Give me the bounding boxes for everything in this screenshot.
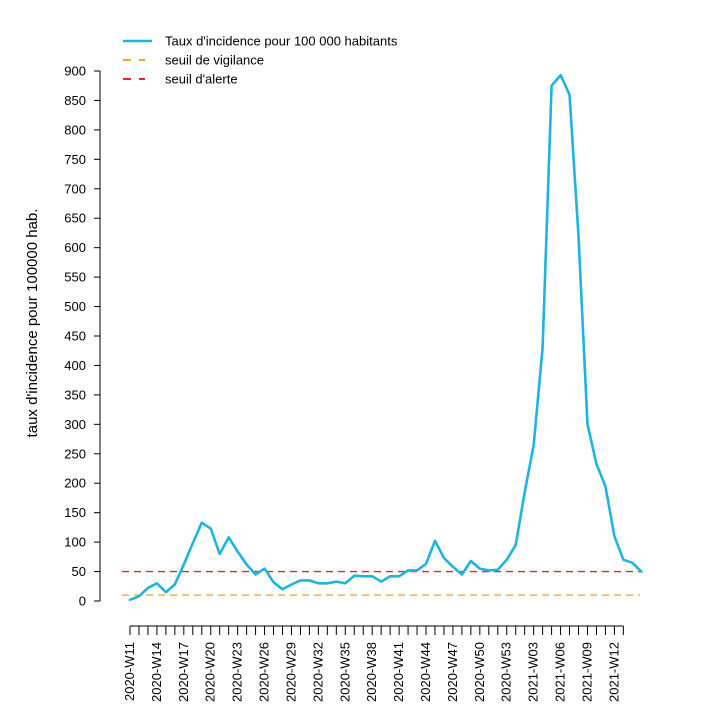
y-tick-label: 700 bbox=[64, 181, 86, 196]
x-tick-label: 2021-W06 bbox=[553, 642, 568, 702]
x-tick-label: 2020-W11 bbox=[122, 642, 137, 701]
y-tick-label: 300 bbox=[64, 417, 86, 432]
y-tick-label: 350 bbox=[64, 387, 86, 402]
x-tick-label: 2020-W32 bbox=[310, 642, 325, 702]
legend-entry-label: seuil d'alerte bbox=[165, 72, 238, 87]
y-axis: 0 50 100 150 200 250 300 350 400 450 500 550 600 650 7… bbox=[64, 64, 101, 609]
x-tick-label: 2020-W50 bbox=[472, 642, 487, 702]
y-axis-title: taux d'incidence pour 100000 hab. bbox=[24, 209, 41, 438]
y-tick-label: 600 bbox=[64, 240, 86, 255]
x-tick-label: 2020-W17 bbox=[176, 642, 191, 702]
x-tick-label: 2020-W53 bbox=[499, 642, 514, 702]
x-tick-label: 2020-W14 bbox=[149, 642, 164, 702]
x-tick-label: 2021-W12 bbox=[606, 642, 621, 702]
y-tick-label: 50 bbox=[72, 564, 86, 579]
y-tick-label: 100 bbox=[64, 535, 86, 550]
incidence-series-line bbox=[128, 73, 643, 602]
x-tick-label: 2020-W38 bbox=[364, 642, 379, 702]
y-tick-label: 250 bbox=[64, 446, 86, 461]
x-tick-label: 2020-W35 bbox=[337, 642, 352, 702]
y-tick-label: 850 bbox=[64, 93, 86, 108]
y-tick-label: 150 bbox=[64, 505, 86, 520]
x-tick-label: 2021-W09 bbox=[579, 642, 594, 702]
y-tick-label: 750 bbox=[64, 152, 86, 167]
x-tick-label: 2020-W44 bbox=[418, 642, 433, 702]
x-tick-label: 2020-W47 bbox=[445, 642, 460, 702]
y-tick-label: 800 bbox=[64, 122, 86, 137]
y-tick-label: 0 bbox=[79, 594, 86, 609]
legend: Taux d'incidence pour 100 000 habitants s… bbox=[123, 34, 398, 87]
x-tick-label: 2021-W03 bbox=[526, 642, 541, 702]
threshold-lines bbox=[122, 570, 640, 596]
x-axis: 2020-W11 2020-W14 2020-W17 2020-W20 2020-W23… bbox=[122, 625, 624, 702]
y-tick-label: 200 bbox=[64, 476, 86, 491]
y-tick-label: 550 bbox=[64, 270, 86, 285]
y-tick-label: 650 bbox=[64, 211, 86, 226]
x-tick-label: 2020-W29 bbox=[283, 642, 298, 702]
legend-entry-label: seuil de vigilance bbox=[165, 53, 264, 68]
x-tick-label: 2020-W23 bbox=[230, 642, 245, 702]
y-tick-label: 900 bbox=[64, 64, 86, 79]
x-tick-label: 2020-W26 bbox=[257, 642, 272, 702]
y-tick-label: 400 bbox=[64, 358, 86, 373]
legend-entry-label: Taux d'incidence pour 100 000 habitants bbox=[165, 34, 398, 49]
x-tick-label: 2020-W20 bbox=[203, 642, 218, 702]
y-tick-label: 450 bbox=[64, 329, 86, 344]
y-tick-label: 500 bbox=[64, 299, 86, 314]
series-layer bbox=[128, 73, 643, 602]
x-tick-label: 2020-W41 bbox=[391, 642, 406, 702]
